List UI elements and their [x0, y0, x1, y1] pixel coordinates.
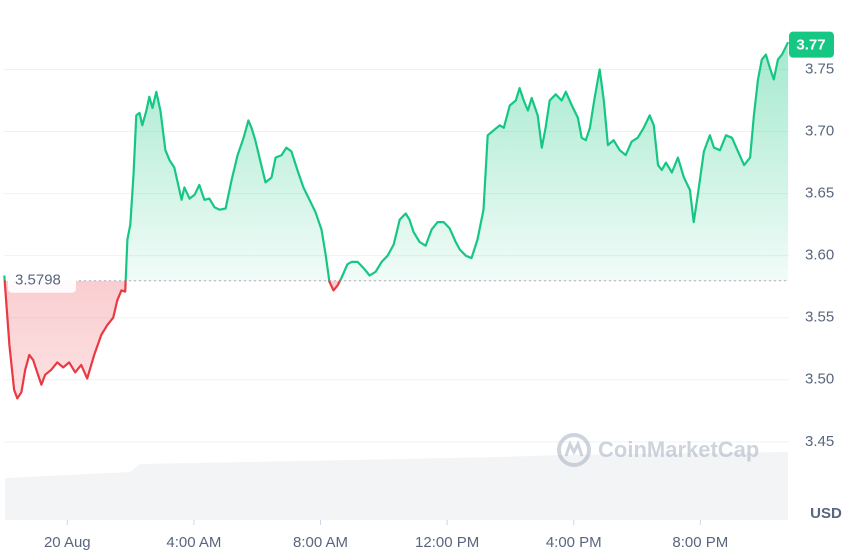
x-tick-label: 12:00 PM	[415, 534, 479, 551]
y-tick-label: 3.45	[805, 433, 834, 450]
reference-label: 3.5798	[15, 272, 61, 289]
watermark-text: CoinMarketCap	[598, 437, 759, 462]
price-area	[4, 42, 789, 399]
y-tick-label: 3.50	[805, 371, 834, 388]
y-tick-label: 3.60	[805, 247, 834, 264]
volume-area	[5, 452, 788, 520]
reference-label-box	[8, 267, 76, 293]
watermark: CoinMarketCap	[557, 433, 759, 467]
x-tick-label: 8:00 AM	[293, 534, 348, 551]
current-price-badge	[789, 31, 834, 58]
x-tick-label: 4:00 PM	[546, 534, 602, 551]
y-tick-label: 3.55	[805, 309, 834, 326]
watermark-logo-mark	[564, 440, 584, 457]
y-unit: USD	[810, 505, 842, 522]
y-tick-label: 3.70	[805, 123, 834, 140]
watermark-logo	[557, 433, 591, 467]
price-line	[3, 41, 790, 400]
x-tick-label: 4:00 AM	[166, 534, 221, 551]
x-tick-label: 20 Aug	[44, 534, 91, 551]
y-tick-label: 3.75	[805, 60, 834, 77]
current-price-label: 3.77	[796, 37, 825, 54]
x-tick-label: 8:00 PM	[672, 534, 728, 551]
plot: 3.5798	[3, 41, 790, 400]
y-tick-label: 3.65	[805, 185, 834, 202]
